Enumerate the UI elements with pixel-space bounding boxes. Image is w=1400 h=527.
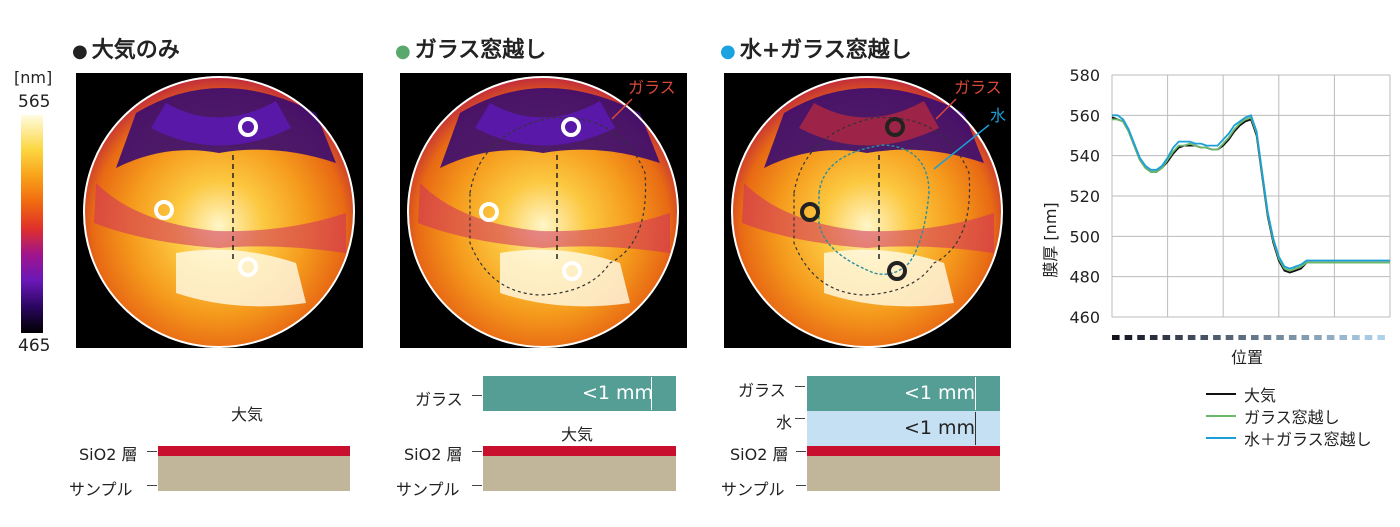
series-line-1 [1112,116,1390,272]
marker-ring [154,200,174,220]
y-axis-ticks: 460 480 500 520 540 560 580 [1069,66,1100,327]
y-tick-label: 520 [1069,187,1100,206]
sample-layer [807,456,1000,491]
thickness-map-glass: ガラス [400,73,687,348]
x-axis-label: 位置 [1231,348,1263,367]
position-dash [1326,335,1335,340]
position-dash [1276,335,1284,340]
position-dash [1112,335,1120,340]
position-dash [1175,335,1183,340]
position-dash [1314,335,1322,340]
position-dash [1162,335,1171,340]
overlay-label-glass: ガラス [954,78,1002,97]
y-tick-label: 460 [1069,308,1100,327]
legend-item: 大気 [1206,383,1372,405]
overlay-label-water: 水 [990,106,1006,125]
chart-legend: 大気 ガラス窓越し 水＋ガラス窓越し [1206,383,1372,449]
position-dash [1225,335,1234,340]
glass-outline [469,117,647,296]
medium-label-air: 大気 [231,405,264,424]
position-dash [1149,335,1158,340]
y-tick-label: 540 [1069,147,1100,166]
series-line-0 [1111,116,1390,274]
sio2-label: SiO2 層 [730,445,789,464]
panel-dot-icon: ● [720,41,736,62]
thickness-map-air [76,73,363,348]
panel-title-glass: ● ガラス窓越し [395,38,547,63]
colorbar [21,115,43,333]
y-tick-label: 500 [1069,227,1100,246]
sio2-layer [483,446,676,456]
marker-ring [238,117,258,137]
position-dash [1124,335,1133,340]
sio2-label: SiO2 層 [79,445,138,464]
marker-ring [800,202,820,222]
marker-ring [561,117,581,137]
medium-label-air: 大気 [561,425,594,444]
position-dash [1251,335,1259,340]
legend-item: 水＋ガラス窓越し [1206,427,1372,449]
water-outline [818,144,930,275]
position-gradient-bar [1112,335,1385,340]
y-tick-label: 560 [1069,106,1100,125]
thickness-arrow [651,377,652,410]
position-dash [1339,335,1348,340]
glass-layer [807,376,1000,411]
thickness-arrow [975,377,976,410]
thickness-map-water-glass: ガラス 水 [724,73,1011,348]
sio2-layer [158,446,350,456]
marker-ring [885,117,905,137]
position-dash [1137,335,1145,340]
sio2-label: SiO2 層 [404,445,463,464]
series-line-2 [1112,114,1390,270]
glass-label: ガラス [738,381,786,400]
glass-thickness: <1 mm [904,382,976,404]
marker-ring [479,202,499,222]
glass-layer [483,376,676,411]
position-dash [1187,335,1196,340]
legend-item: ガラス窓越し [1206,405,1372,427]
thickness-arrow [975,412,976,445]
panel-title-water-glass: ● 水+ガラス窓越し [720,38,912,63]
position-dash [1200,335,1209,340]
sample-layer [158,456,350,491]
water-thickness: <1 mm [904,417,976,439]
water-label: 水 [776,413,793,432]
panel-title-air: ● 大気のみ [72,38,180,63]
y-tick-label: 580 [1069,66,1100,85]
y-tick-label: 480 [1069,268,1100,287]
position-dash [1364,335,1373,340]
position-dash [1377,335,1385,340]
colorbar-min: 465 [18,336,51,356]
glass-label: ガラス [415,390,463,409]
colorbar-unit: [nm] [14,68,53,87]
sample-label: サンプル [721,480,785,499]
position-dash [1263,335,1272,340]
thickness-profile-chart: 460 480 500 520 540 560 580 膜厚 [nm] 位置 [1041,66,1391,367]
glass-thickness: <1 mm [582,382,654,404]
marker-ring [238,257,258,277]
sio2-layer [807,446,1000,456]
panel-dot-icon: ● [72,41,88,62]
position-dash [1352,335,1360,340]
sample-label: サンプル [396,480,460,499]
sample-layer [483,456,676,491]
position-dash [1301,335,1310,340]
position-dash [1288,335,1297,340]
y-axis-label: 膜厚 [nm] [1041,202,1060,277]
overlay-label-glass: ガラス [628,78,676,97]
chart-series [1111,114,1390,274]
position-dash [1238,335,1246,340]
panel-dot-icon: ● [395,41,411,62]
sample-label: サンプル [69,480,133,499]
marker-ring [887,261,907,281]
water-layer [807,411,1000,446]
marker-ring [562,261,582,281]
colorbar-max: 565 [18,92,51,112]
position-dash [1213,335,1221,340]
chart-grid [1111,74,1391,318]
